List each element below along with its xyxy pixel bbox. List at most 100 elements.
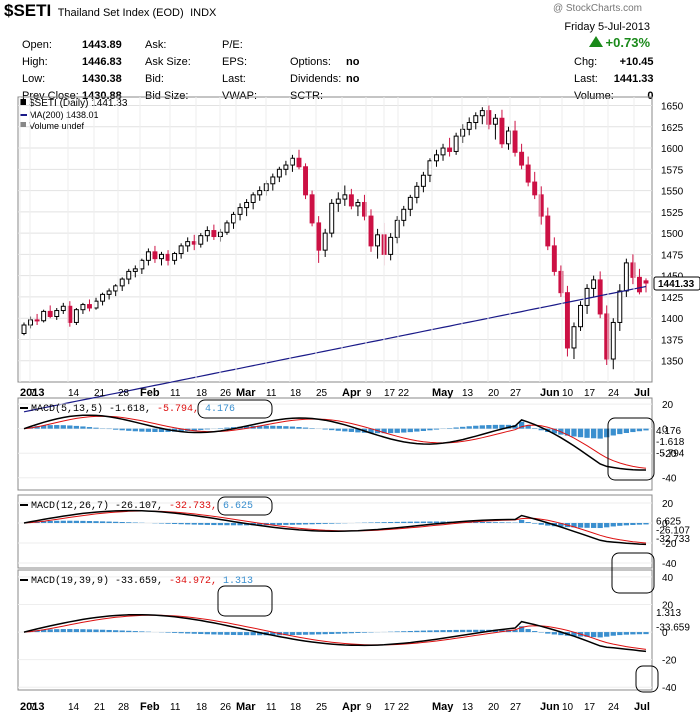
candle xyxy=(388,236,394,255)
histogram-bar xyxy=(512,630,518,633)
histogram-bar xyxy=(113,428,119,430)
candle xyxy=(100,293,106,302)
x-tick-label: 2013 xyxy=(20,387,44,399)
histogram-bar xyxy=(204,632,210,635)
value-label: -33.659 xyxy=(656,622,690,633)
histogram-bar xyxy=(211,632,217,635)
ma200-line xyxy=(23,285,647,413)
candle xyxy=(584,287,590,306)
histogram-bar xyxy=(86,629,93,633)
histogram-bar xyxy=(73,520,80,523)
candle xyxy=(244,201,250,209)
x-tick-label: May xyxy=(432,387,454,399)
histogram-bar xyxy=(407,428,413,433)
candle xyxy=(466,122,472,130)
histogram-bar xyxy=(302,427,309,429)
histogram-bar xyxy=(67,629,73,633)
histogram-bar xyxy=(270,632,276,636)
histogram-bar xyxy=(99,629,106,633)
histogram-bar xyxy=(60,520,66,523)
value-label: -5.794 xyxy=(656,448,685,459)
candle xyxy=(578,304,583,328)
x-tick-label-bottom: Mar xyxy=(236,701,256,712)
x-tick-label-bottom: 10 xyxy=(562,702,574,712)
histogram-bar xyxy=(204,428,210,430)
histogram-bar xyxy=(564,428,571,436)
histogram-bar xyxy=(93,427,99,429)
quote-table-mid2: P/E: EPS: Last: VWAP: xyxy=(222,38,258,102)
candle xyxy=(525,164,531,183)
macd-line xyxy=(23,509,647,546)
histogram-bar xyxy=(302,523,309,525)
histogram-bar xyxy=(119,630,125,633)
histogram-bar xyxy=(597,523,603,529)
histogram-bar xyxy=(93,521,99,523)
histogram-bar xyxy=(427,521,433,523)
y-tick-label: 1575 xyxy=(661,165,684,176)
histogram-bar xyxy=(322,632,328,635)
histogram-bar xyxy=(597,428,603,439)
histogram-bar xyxy=(348,428,355,432)
legend-price: $SETI (Daily) 1441.33 xyxy=(29,98,128,109)
x-tick-label: 11 xyxy=(266,388,277,399)
histogram-bar xyxy=(460,426,466,429)
legend-volume: Volume undef xyxy=(29,121,85,131)
histogram-bar xyxy=(178,632,184,634)
histogram-bar xyxy=(368,428,374,434)
candle xyxy=(270,176,276,185)
macd-legend: MACD(12,26,7) -26.107, -32.733, 6.625 xyxy=(31,500,253,512)
histogram-bar xyxy=(139,428,145,432)
x-tick-label-bottom: 26 xyxy=(220,702,232,712)
candle xyxy=(250,194,256,203)
candle xyxy=(473,115,479,124)
candle xyxy=(538,194,544,217)
histogram-bar xyxy=(342,632,348,634)
y-tick-label: 1475 xyxy=(661,250,684,261)
y-tick-label: 1500 xyxy=(661,229,684,240)
x-tick-label: 9 xyxy=(366,388,372,399)
histogram-bar xyxy=(636,523,643,525)
histogram-bar xyxy=(198,632,204,635)
macd-line xyxy=(23,613,647,653)
histogram-bar xyxy=(630,523,636,525)
histogram-bar xyxy=(617,523,623,526)
x-tick-label: 25 xyxy=(316,388,328,399)
histogram-bar xyxy=(185,632,191,634)
histogram-bar xyxy=(636,428,643,432)
histogram-bar xyxy=(571,632,577,637)
histogram-bar xyxy=(60,629,66,633)
histogram-bar xyxy=(401,428,407,433)
quote-table-mid: Ask: Ask Size: Bid: Bid Size: xyxy=(145,38,191,102)
x-tick-label-bottom: 14 xyxy=(68,702,80,712)
histogram-bar xyxy=(499,424,505,429)
candle xyxy=(479,110,485,117)
y-tick-label: 0 xyxy=(662,519,668,530)
candle xyxy=(571,326,577,349)
histogram-bar xyxy=(623,632,629,635)
histogram-bar xyxy=(460,629,466,633)
histogram-bar xyxy=(132,428,138,432)
histogram-bar xyxy=(204,523,210,525)
histogram-bar xyxy=(296,427,302,429)
y-tick-label: -40 xyxy=(662,559,677,570)
histogram-bar xyxy=(257,425,263,429)
candle xyxy=(211,230,217,238)
x-tick-label: 17 xyxy=(584,388,596,399)
candle xyxy=(604,313,610,360)
histogram-bar xyxy=(492,522,499,523)
candle xyxy=(132,268,138,272)
annotation-box xyxy=(635,665,659,693)
candle xyxy=(224,222,230,233)
histogram-bar xyxy=(446,428,453,429)
histogram-bar xyxy=(466,426,472,429)
histogram-bar xyxy=(630,428,636,433)
histogram-bar xyxy=(198,428,204,430)
y-tick-label: 20 xyxy=(662,499,674,510)
histogram-bar xyxy=(525,425,531,429)
y-tick-label: 0 xyxy=(662,628,668,639)
candle xyxy=(185,241,191,247)
candle xyxy=(322,232,328,251)
histogram-bar xyxy=(80,520,86,523)
histogram-bar xyxy=(224,427,230,429)
histogram-bar xyxy=(401,631,407,633)
